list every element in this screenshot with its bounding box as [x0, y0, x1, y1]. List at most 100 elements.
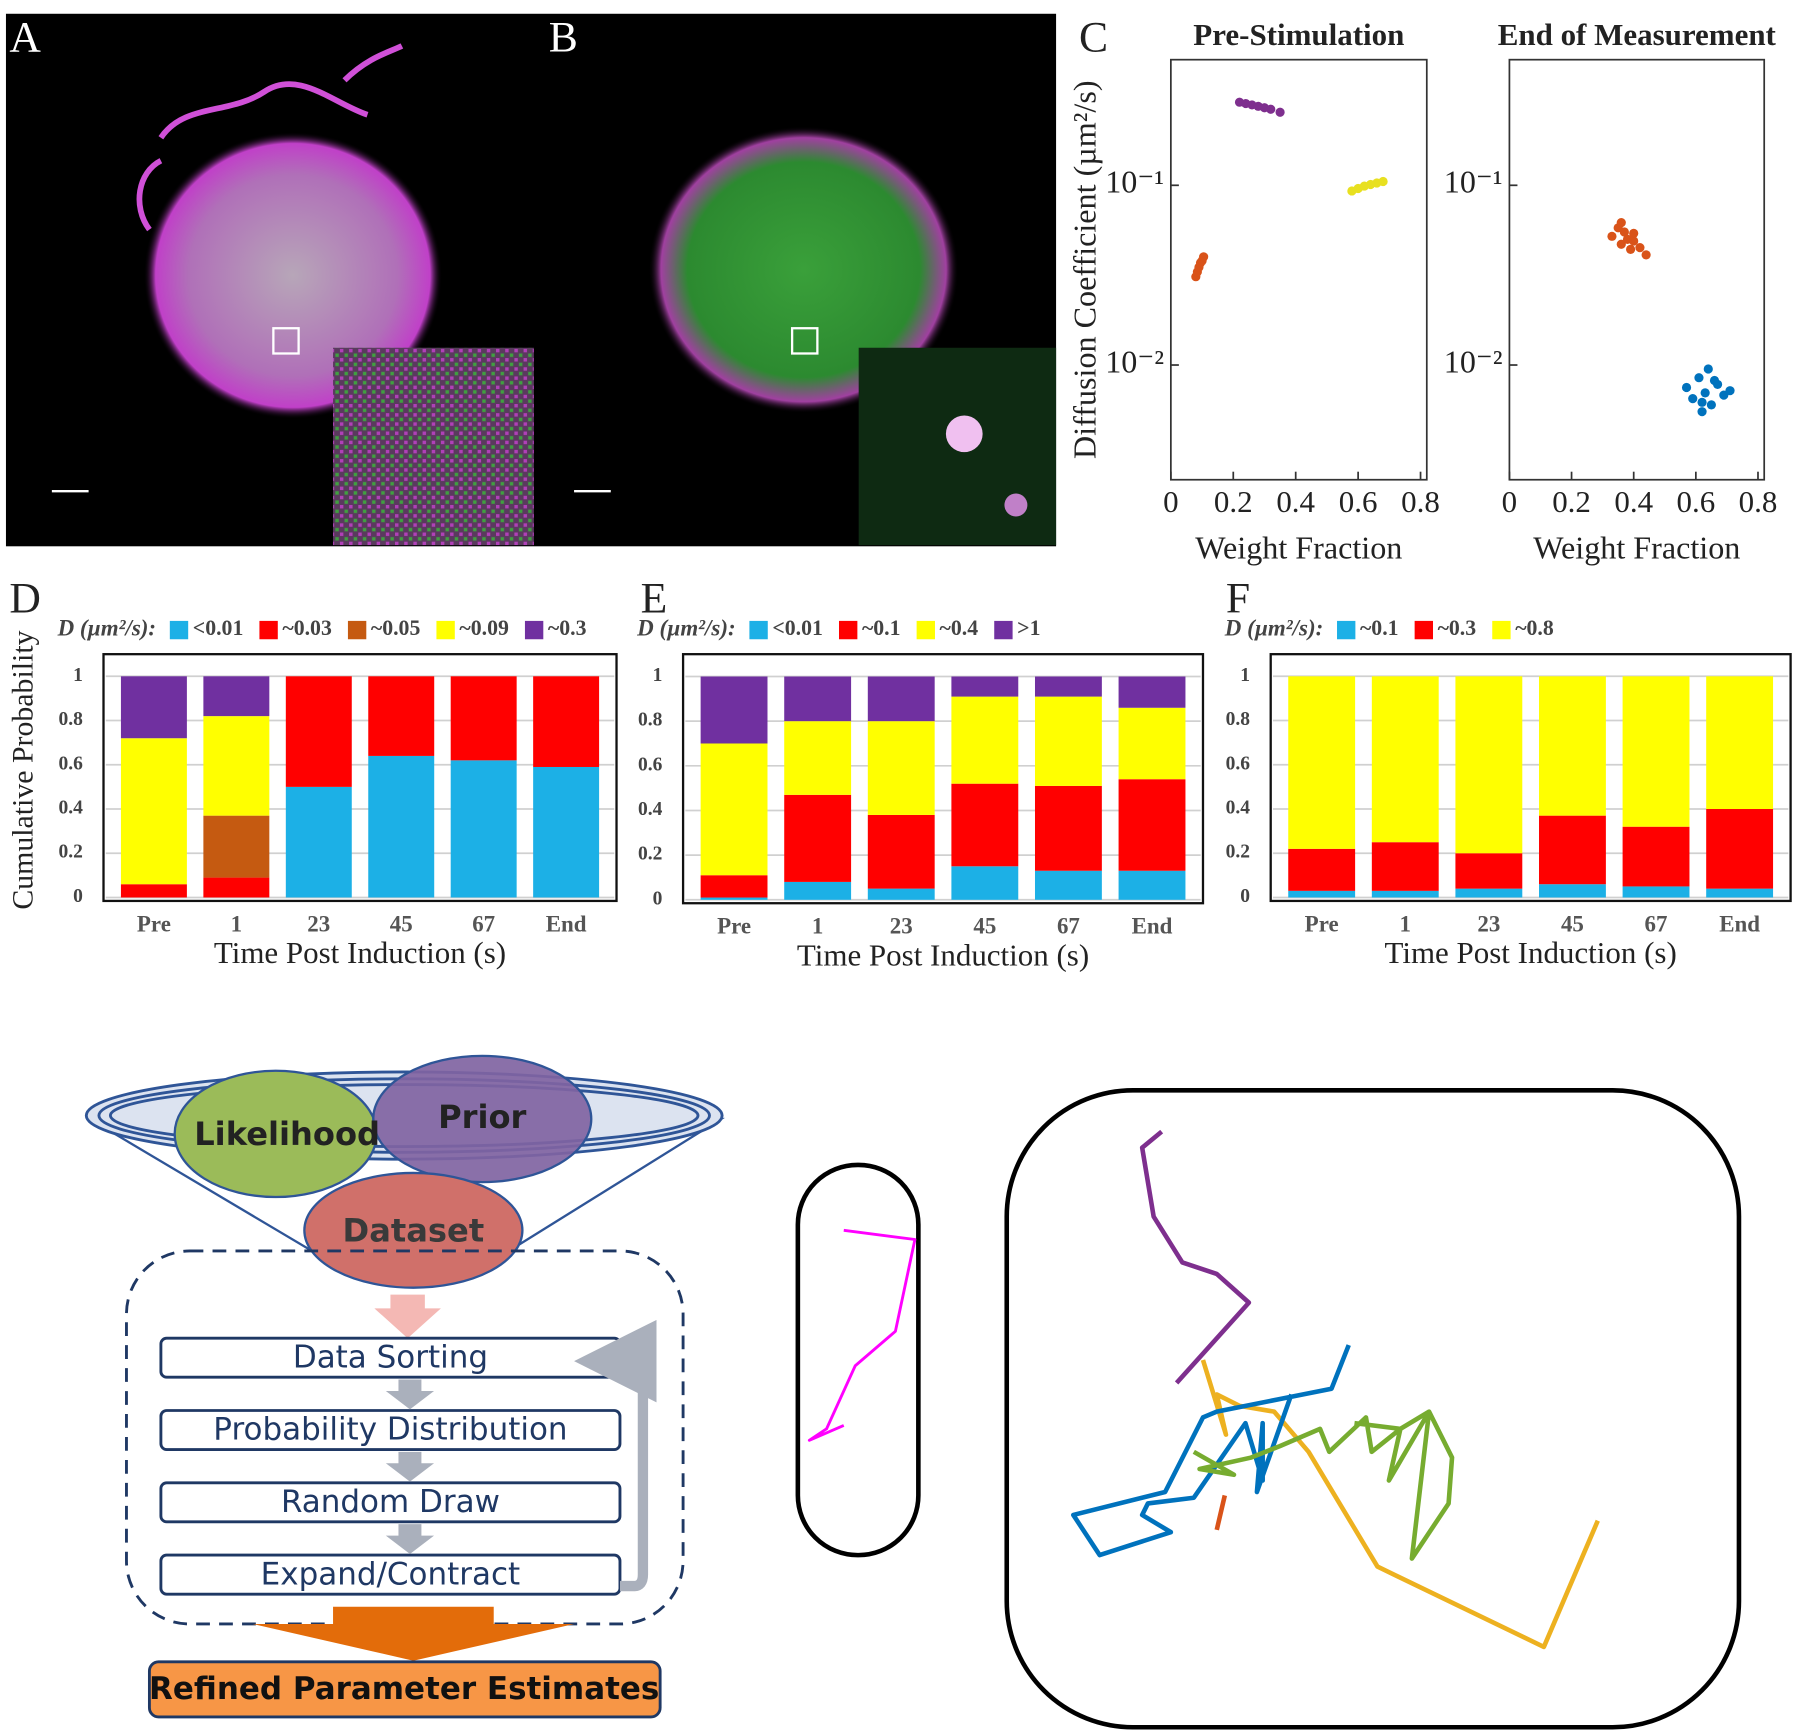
step-box	[159, 1481, 622, 1524]
legend-label: ~0.8	[1515, 616, 1554, 640]
bar-segment	[1288, 890, 1356, 898]
trajectory	[1200, 1359, 1600, 1650]
x-tick-label: 0	[1163, 484, 1178, 519]
bar-segment	[533, 766, 600, 898]
bar-segment	[1371, 842, 1439, 891]
x-tick-label: 0.6	[1676, 484, 1715, 519]
y-tick-label: 0	[653, 888, 663, 909]
bar-segment	[120, 884, 187, 898]
y-tick-label: 10⁻²	[1444, 343, 1503, 379]
panel-label: D	[9, 575, 41, 623]
y-tick-label: 10⁻¹	[1444, 164, 1503, 200]
bar-segment	[951, 783, 1019, 867]
bar-segment	[1118, 676, 1186, 708]
bar-segment	[1622, 826, 1690, 887]
x-tick-label: 1	[1400, 911, 1411, 936]
output-box	[147, 1660, 662, 1719]
node-label: Likelihood	[194, 1115, 380, 1153]
spot	[1004, 493, 1028, 517]
legend-label: ~0.03	[282, 616, 332, 640]
legend-swatch	[916, 620, 935, 640]
y-tick-label: 0.8	[638, 710, 663, 731]
y-tick-label: 0.8	[1226, 709, 1251, 730]
trajectories	[795, 1088, 1742, 1730]
x-tick-label: 0.4	[1614, 484, 1653, 519]
roi-a	[272, 327, 300, 355]
legend-swatch	[259, 620, 278, 640]
bar-segment	[951, 676, 1019, 697]
cell-a	[143, 131, 443, 419]
spot	[945, 415, 983, 453]
point	[1697, 407, 1707, 417]
bar-segment	[1118, 870, 1186, 900]
x-tick-label: Pre	[137, 911, 171, 936]
bar-segment	[867, 721, 935, 815]
plot-frame	[1508, 58, 1766, 481]
x-tick-label: 0.2	[1214, 484, 1253, 519]
legend-swatch	[524, 620, 544, 640]
workflow-diagram: Likelihood Prior Dataset Data Sorting Pr…	[84, 1054, 725, 1719]
point	[1199, 252, 1209, 262]
step-box	[159, 1553, 622, 1596]
chart-title: End of Measurement	[1498, 17, 1777, 52]
point	[1694, 373, 1704, 383]
trajectory	[1139, 1129, 1252, 1385]
bar-segment	[1706, 676, 1774, 810]
trajectory	[1192, 1409, 1455, 1561]
filaments	[136, 43, 404, 232]
legend-swatch	[839, 620, 858, 640]
bar-segment	[1288, 848, 1356, 891]
legend-label: ~0.1	[1360, 616, 1399, 640]
legend-label: ~0.3	[548, 616, 587, 640]
point	[1641, 250, 1651, 260]
x-axis-label: Time Post Induction (s)	[797, 937, 1089, 972]
feedback-arrow	[574, 1319, 657, 1592]
y-tick-label: 0.2	[58, 842, 82, 863]
x-tick-label: End	[1132, 914, 1173, 939]
y-axis-label: Cumulative Probability	[6, 630, 39, 909]
legend-swatch	[749, 620, 768, 640]
legend-swatch	[436, 620, 455, 640]
node-label: Dataset	[343, 1212, 485, 1250]
output-label: Refined Parameter Estimates	[149, 1671, 659, 1707]
bar-segment	[203, 716, 270, 816]
y-tick-label: 0	[73, 886, 83, 907]
y-tick-label: 0.8	[58, 709, 83, 730]
arrow	[385, 1451, 435, 1482]
step-box	[159, 1409, 622, 1451]
legend-swatch	[994, 620, 1013, 640]
y-tick-label: 10⁻¹	[1105, 164, 1164, 200]
step-label: Expand/Contract	[261, 1556, 520, 1592]
x-tick-label: 0.2	[1552, 484, 1591, 519]
panel-label: A	[9, 13, 41, 61]
point	[1378, 176, 1388, 187]
bar-segment	[450, 760, 517, 898]
dataset-node	[303, 1171, 524, 1289]
arrow	[385, 1379, 435, 1410]
legend-swatch	[347, 620, 367, 640]
bar-segment	[784, 794, 852, 882]
micrographs	[5, 13, 1057, 547]
legend-label: ~0.05	[371, 616, 421, 640]
bar-segment	[1371, 890, 1439, 898]
bar-segment	[1622, 886, 1690, 898]
bar-segment	[1455, 853, 1523, 889]
plot-frame	[1169, 58, 1428, 481]
legend-swatch	[1337, 620, 1356, 640]
y-tick-label: 1	[653, 665, 663, 686]
y-tick-label: 1	[1240, 665, 1250, 686]
y-tick-label: 0.4	[58, 797, 83, 818]
y-tick-label: 0.6	[638, 754, 663, 775]
bar-segment	[1539, 884, 1606, 898]
y-tick-label: 0.6	[1226, 753, 1251, 774]
legend-label: ~0.09	[459, 616, 509, 640]
legend-label: ~0.4	[940, 616, 979, 640]
arrow	[385, 1524, 435, 1554]
chart-title: Pre-Stimulation	[1193, 17, 1404, 52]
cell-b	[648, 126, 959, 414]
point	[1706, 400, 1716, 410]
bar-segment	[951, 696, 1019, 784]
point	[1725, 386, 1735, 396]
bar-segment	[700, 743, 768, 876]
point	[1681, 382, 1692, 393]
